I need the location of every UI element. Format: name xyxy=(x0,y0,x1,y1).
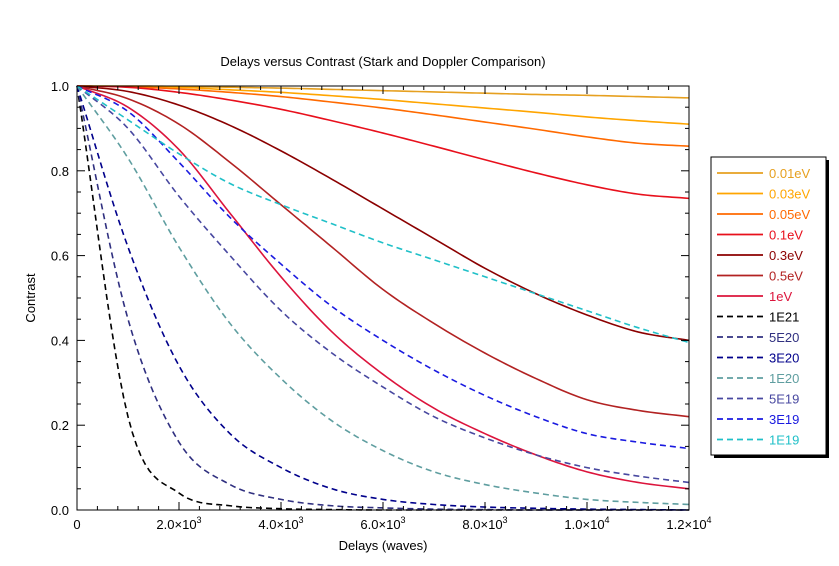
series-line-0-3ev xyxy=(76,85,690,342)
legend-label: 0.01eV xyxy=(769,166,811,181)
legend-label: 3E19 xyxy=(769,412,799,427)
legend-label: 0.3eV xyxy=(769,248,803,263)
legend-label: 0.5eV xyxy=(769,269,803,284)
legend-item-1ev: 1eV xyxy=(717,289,792,304)
x-tick-label: 0 xyxy=(73,517,80,532)
legend-item-3e20: 3E20 xyxy=(717,351,799,366)
series-line-5e19 xyxy=(76,85,690,484)
series-line-1e19 xyxy=(76,85,690,344)
legend-item-0-5ev: 0.5eV xyxy=(717,269,803,284)
series-line-1e21 xyxy=(76,85,689,511)
legend-item-0-1ev: 0.1eV xyxy=(717,228,803,243)
x-tick-label: 1.0×104 xyxy=(564,515,609,532)
y-tick-label: 0.0 xyxy=(51,503,69,518)
legend-label: 3E20 xyxy=(769,351,799,366)
series-line-5e20 xyxy=(76,85,689,511)
legend-item-0-03ev: 0.03eV xyxy=(717,187,811,202)
series-line-3e20 xyxy=(76,85,690,511)
series-line-1e20 xyxy=(76,85,690,506)
legend: 0.01eV 0.03eV 0.05eV 0.1eV 0.3eV 0.5eV 1eV 1E21… xyxy=(710,156,829,458)
legend-label: 5E19 xyxy=(769,392,799,407)
series-line-0-5ev xyxy=(76,85,690,418)
y-tick-label: 1.0 xyxy=(51,79,69,94)
legend-item-1e20: 1E20 xyxy=(717,371,799,386)
legend-item-1e19: 1E19 xyxy=(717,433,799,448)
x-axis-label: Delays (waves) xyxy=(339,538,428,553)
y-tick-label: 0.6 xyxy=(51,249,69,264)
legend-label: 1E19 xyxy=(769,433,799,448)
series-line-3e19 xyxy=(76,85,690,450)
legend-item-1e21: 1E21 xyxy=(717,310,799,325)
legend-label: 5E20 xyxy=(769,330,799,345)
y-tick-label: 0.4 xyxy=(51,333,69,348)
x-tick-label: 8.0×103 xyxy=(462,515,507,532)
y-tick-label: 0.8 xyxy=(51,164,69,179)
y-axis-label: Contrast xyxy=(23,273,38,323)
chart-title: Delays versus Contrast (Stark and Dopple… xyxy=(220,54,545,69)
legend-item-3e19: 3E19 xyxy=(717,412,799,427)
x-tick-label: 2.0×103 xyxy=(156,515,201,532)
plot-area: 0 2.0×103 4.0×103 6.0×103 8.0×103 1.0×104 1.2×… xyxy=(51,79,712,532)
legend-label: 1eV xyxy=(769,289,792,304)
legend-item-5e19: 5E19 xyxy=(717,392,799,407)
legend-item-0-05ev: 0.05eV xyxy=(717,207,811,222)
series-line-1ev xyxy=(76,85,690,490)
legend-box xyxy=(710,156,827,456)
x-tick-label: 4.0×103 xyxy=(258,515,303,532)
legend-label: 0.1eV xyxy=(769,228,803,243)
ticks-layer: 0 2.0×103 4.0×103 6.0×103 8.0×103 1.0×104 1.2×… xyxy=(51,79,712,532)
legend-label: 0.03eV xyxy=(769,187,811,202)
legend-label: 1E21 xyxy=(769,310,799,325)
legend-item-0-3ev: 0.3eV xyxy=(717,248,803,263)
x-tick-label: 1.2×104 xyxy=(666,515,711,532)
series-layer xyxy=(76,85,690,511)
y-tick-label: 0.2 xyxy=(51,418,69,433)
legend-item-5e20: 5E20 xyxy=(717,330,799,345)
legend-item-0-01ev: 0.01eV xyxy=(717,166,811,181)
legend-label: 0.05eV xyxy=(769,207,811,222)
x-tick-label: 6.0×103 xyxy=(360,515,405,532)
legend-entries: 0.01eV 0.03eV 0.05eV 0.1eV 0.3eV 0.5eV 1eV 1E21… xyxy=(717,166,811,448)
legend-label: 1E20 xyxy=(769,371,799,386)
plot-frame xyxy=(76,85,690,511)
